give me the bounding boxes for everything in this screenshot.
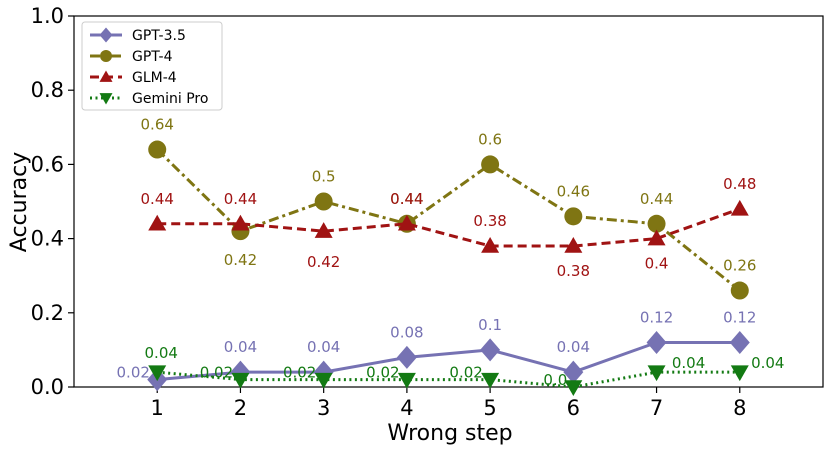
legend-label: GPT-3.5: [132, 28, 186, 44]
data-label: 0.44: [640, 190, 673, 208]
data-label: 0.12: [640, 308, 673, 326]
y-tick-label: 0.6: [31, 152, 64, 176]
x-axis-label: Wrong step: [387, 421, 512, 446]
x-tick-label: 7: [650, 396, 663, 420]
data-label: 0.1: [478, 316, 502, 334]
x-tick-label: 3: [317, 396, 330, 420]
y-axis-label: Accuracy: [7, 152, 32, 252]
data-point: [481, 373, 499, 389]
legend: GPT-3.5 GPT-4 GLM-4 Gemini Pro: [82, 22, 222, 110]
data-label: 0.42: [224, 251, 257, 269]
data-label: 0.44: [224, 190, 257, 208]
x-tick-label: 6: [567, 396, 580, 420]
x-tick-label: 8: [733, 396, 746, 420]
data-label: 0.48: [723, 175, 756, 193]
data-point: [481, 155, 499, 173]
x-tick-label: 2: [234, 396, 247, 420]
data-label: 0.44: [390, 190, 423, 208]
data-point: [647, 331, 667, 354]
accuracy-line-chart: 0.00.20.40.60.81.01 2 3 4 5 6 7 8 0.020.04 0.040…: [0, 0, 830, 449]
data-label: 0.08: [390, 323, 423, 341]
data-point: [731, 200, 749, 216]
data-label-layer: 0.02 0.04 0.04 0.08 0.1 0.04 0.12 0.12 0.64 0.42 0…: [117, 116, 785, 389]
data-label: 0.38: [473, 212, 506, 230]
data-label: 0.5: [312, 168, 336, 186]
data-point: [148, 141, 166, 159]
y-tick-label: 0.0: [31, 375, 64, 399]
data-point: [397, 346, 417, 369]
data-label: 0.46: [557, 182, 590, 200]
data-label: 0.12: [723, 308, 756, 326]
data-point: [730, 331, 750, 354]
y-tick-label: 0.2: [31, 301, 64, 325]
data-label: 0.04: [672, 354, 705, 372]
data-label: 0.44: [141, 190, 174, 208]
data-label: 0.02: [283, 364, 316, 382]
data-label: 0.64: [141, 116, 174, 134]
data-label: 0.02: [449, 364, 482, 382]
data-label: 0.0: [543, 371, 567, 389]
data-point: [315, 193, 333, 211]
x-tick-label: 5: [483, 396, 496, 420]
y-tick-label: 1.0: [31, 4, 64, 28]
data-label: 0.02: [200, 364, 233, 382]
y-tick-label: 0.4: [31, 227, 64, 251]
data-label: 0.04: [145, 344, 178, 362]
data-label: 0.26: [723, 257, 756, 275]
data-label: 0.42: [307, 253, 340, 271]
data-label: 0.04: [557, 338, 590, 356]
x-tick-label: 1: [151, 396, 164, 420]
data-label: 0.04: [307, 338, 340, 356]
x-tick-label: 4: [400, 396, 413, 420]
legend-label: GPT-4: [132, 49, 173, 65]
data-label: 0.4: [645, 255, 669, 273]
data-label: 0.6: [478, 130, 502, 148]
data-point: [731, 282, 749, 300]
data-label: 0.02: [366, 364, 399, 382]
legend-label: Gemini Pro: [132, 91, 208, 107]
legend-label: GLM-4: [132, 70, 177, 86]
data-label: 0.02: [117, 364, 150, 382]
data-label: 0.04: [224, 338, 257, 356]
legend-marker: [100, 50, 112, 62]
data-label: 0.38: [557, 262, 590, 280]
data-point: [480, 338, 500, 361]
data-point: [564, 207, 582, 225]
data-label: 0.04: [751, 354, 784, 372]
y-tick-label: 0.8: [31, 78, 64, 102]
